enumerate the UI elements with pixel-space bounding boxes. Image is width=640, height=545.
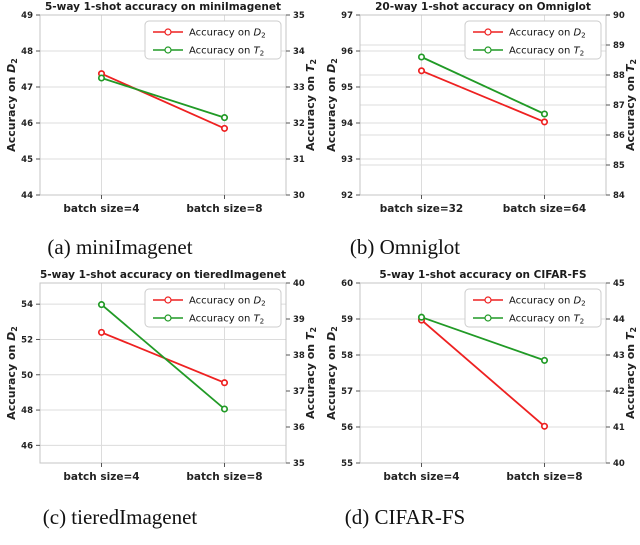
svg-text:Accuracy on T2: Accuracy on T2 xyxy=(189,46,264,58)
caption-d: (d) CIFAR-FS xyxy=(344,505,466,529)
svg-text:batch size=8: batch size=8 xyxy=(506,471,582,483)
svg-text:44: 44 xyxy=(613,315,625,325)
svg-text:44: 44 xyxy=(21,191,33,201)
svg-text:Accuracy on T2: Accuracy on T2 xyxy=(509,314,584,326)
svg-text:Accuracy on D2: Accuracy on D2 xyxy=(325,58,339,152)
svg-text:34: 34 xyxy=(293,47,305,57)
svg-text:Accuracy on D2: Accuracy on D2 xyxy=(509,296,586,308)
svg-text:60: 60 xyxy=(341,279,353,289)
svg-text:Accuracy on D2: Accuracy on D2 xyxy=(5,58,19,152)
svg-text:40: 40 xyxy=(293,279,305,289)
svg-text:58: 58 xyxy=(341,351,353,361)
svg-text:54: 54 xyxy=(21,300,33,310)
svg-text:Accuracy on T2: Accuracy on T2 xyxy=(624,327,638,419)
svg-text:87: 87 xyxy=(613,101,625,111)
svg-text:95: 95 xyxy=(341,83,353,93)
svg-text:86: 86 xyxy=(613,131,625,141)
svg-text:Accuracy on T2: Accuracy on T2 xyxy=(304,59,318,151)
chart-omniglot: 92 93 94 95 96 97 84 85 86 87 88 89 90 batch size=32 b… xyxy=(320,0,640,230)
svg-text:52: 52 xyxy=(21,335,33,345)
svg-text:Accuracy on D2: Accuracy on D2 xyxy=(509,28,586,40)
svg-text:47: 47 xyxy=(21,83,33,93)
svg-text:batch size=64: batch size=64 xyxy=(503,203,586,215)
svg-text:37: 37 xyxy=(293,387,305,397)
svg-text:Accuracy on T2: Accuracy on T2 xyxy=(624,59,638,151)
svg-text:batch size=32: batch size=32 xyxy=(380,203,463,215)
svg-text:5-way 1-shot accuracy on tiere: 5-way 1-shot accuracy on tieredImagenet xyxy=(40,269,286,281)
svg-text:batch size=4: batch size=4 xyxy=(63,203,139,215)
svg-text:32: 32 xyxy=(293,119,305,129)
svg-text:90: 90 xyxy=(613,11,625,21)
caption-c: (c) tieredImagenet xyxy=(42,505,198,529)
chart-omniglot-plot: 92 93 94 95 96 97 84 85 86 87 88 89 90 batch size=32 b… xyxy=(325,1,638,215)
svg-text:57: 57 xyxy=(341,387,353,397)
svg-text:84: 84 xyxy=(613,191,625,201)
svg-text:batch size=8: batch size=8 xyxy=(186,471,262,483)
svg-text:45: 45 xyxy=(613,279,625,289)
svg-text:5-way 1-shot accuracy on miniI: 5-way 1-shot accuracy on miniImagenet xyxy=(45,1,281,13)
svg-text:49: 49 xyxy=(21,11,33,21)
svg-text:Accuracy on T2: Accuracy on T2 xyxy=(509,46,584,58)
svg-text:92: 92 xyxy=(341,191,353,201)
svg-text:42: 42 xyxy=(613,387,625,397)
svg-text:39: 39 xyxy=(293,315,305,325)
svg-text:30: 30 xyxy=(293,191,305,201)
chart-cifarfs: 55 56 57 58 59 60 40 41 42 43 44 45 batch size=4 batc… xyxy=(320,268,640,500)
svg-text:Accuracy on D2: Accuracy on D2 xyxy=(325,326,339,420)
caption-a: (a) miniImagenet xyxy=(47,235,193,259)
svg-text:94: 94 xyxy=(341,119,353,129)
chart-cifarfs-plot: 55 56 57 58 59 60 40 41 42 43 44 45 batch size=4 batc… xyxy=(325,269,638,483)
svg-text:Accuracy on D2: Accuracy on D2 xyxy=(189,296,266,308)
caption-b: (b) Omniglot xyxy=(349,235,461,259)
svg-text:35: 35 xyxy=(293,459,305,469)
svg-text:38: 38 xyxy=(293,351,305,361)
svg-text:31: 31 xyxy=(293,155,305,165)
svg-text:46: 46 xyxy=(21,441,33,451)
svg-text:55: 55 xyxy=(341,459,353,469)
svg-text:35: 35 xyxy=(293,11,305,21)
svg-text:40: 40 xyxy=(613,459,625,469)
svg-text:93: 93 xyxy=(341,155,353,165)
svg-text:46: 46 xyxy=(21,119,33,129)
svg-text:batch size=4: batch size=4 xyxy=(63,471,139,483)
svg-text:85: 85 xyxy=(613,161,625,171)
svg-text:50: 50 xyxy=(21,371,33,381)
svg-text:Accuracy on D2: Accuracy on D2 xyxy=(5,326,19,420)
svg-text:36: 36 xyxy=(293,423,305,433)
svg-text:41: 41 xyxy=(613,423,625,433)
svg-text:45: 45 xyxy=(21,155,33,165)
svg-text:56: 56 xyxy=(341,423,353,433)
chart-miniimagenet: 44 45 46 47 48 49 30 31 32 33 34 35 batch size=4 batc… xyxy=(0,0,320,230)
svg-text:48: 48 xyxy=(21,406,33,416)
svg-text:48: 48 xyxy=(21,47,33,57)
svg-text:Accuracy on T2: Accuracy on T2 xyxy=(304,327,318,419)
svg-text:33: 33 xyxy=(293,83,305,93)
svg-text:Accuracy on T2: Accuracy on T2 xyxy=(189,314,264,326)
chart-tieredimagenet: 46 48 50 52 54 35 36 37 38 39 40 batch size=4 batch … xyxy=(0,268,320,500)
svg-text:59: 59 xyxy=(341,315,353,325)
svg-text:5-way 1-shot accuracy on CIFAR: 5-way 1-shot accuracy on CIFAR-FS xyxy=(379,269,586,281)
svg-text:43: 43 xyxy=(613,351,625,361)
svg-text:96: 96 xyxy=(341,47,353,57)
chart-tieredimagenet-plot: 46 48 50 52 54 35 36 37 38 39 40 batch size=4 batch … xyxy=(5,269,318,483)
chart-miniimagenet-plot: 44 45 46 47 48 49 30 31 32 33 34 35 batch size=4 batc… xyxy=(5,1,318,215)
svg-text:20-way 1-shot accuracy on Omni: 20-way 1-shot accuracy on Omniglot xyxy=(375,1,591,13)
svg-text:97: 97 xyxy=(341,11,353,21)
svg-text:89: 89 xyxy=(613,41,625,51)
svg-text:88: 88 xyxy=(613,71,625,81)
svg-text:batch size=8: batch size=8 xyxy=(186,203,262,215)
svg-text:batch size=4: batch size=4 xyxy=(383,471,459,483)
svg-text:Accuracy on D2: Accuracy on D2 xyxy=(189,28,266,40)
